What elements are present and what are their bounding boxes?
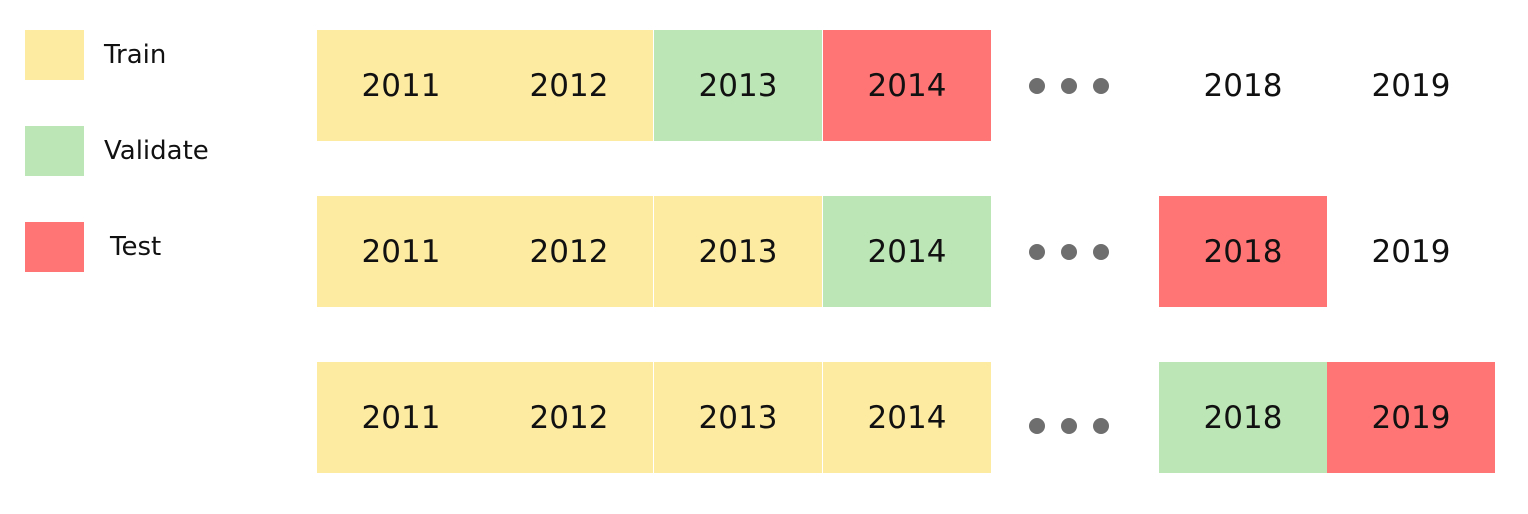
legend-swatch-validate [25,126,84,176]
ellipsis-dots [1029,370,1109,481]
dot [1093,77,1109,94]
dot [1061,417,1077,434]
year-cell: 2013 [654,30,822,141]
year-cell: 2012 [485,30,653,141]
year-cell: 2018 [1159,362,1327,473]
dot [1093,243,1109,260]
ellipsis-dots [1029,30,1109,141]
legend-swatch-test [25,222,84,272]
dot [1061,243,1077,260]
legend-label-validate: Validate [104,136,209,166]
year-cell: 2018 [1159,196,1327,307]
year-cell: 2014 [823,362,991,473]
legend-label-test: Test [110,232,162,262]
year-cell: 2012 [485,362,653,473]
split-row-3: 2011 2012 2013 2014 2018 2019 [317,362,1497,473]
year-cell: 2011 [317,196,485,307]
dot [1093,417,1109,434]
year-cell: 2012 [485,196,653,307]
dot [1029,417,1045,434]
legend-label-train: Train [104,40,167,70]
year-cell: 2014 [823,196,991,307]
year-cell: 2019 [1327,30,1495,141]
legend-swatch-train [25,30,84,80]
dot [1029,243,1045,260]
year-cell: 2014 [823,30,991,141]
dot [1061,77,1077,94]
year-cell: 2011 [317,362,485,473]
year-cell: 2013 [654,362,822,473]
split-row-1: 2011 2012 2013 2014 2018 2019 [317,30,1497,141]
year-cell: 2011 [317,30,485,141]
ellipsis-dots [1029,196,1109,307]
dot [1029,77,1045,94]
year-cell: 2018 [1159,30,1327,141]
year-cell: 2019 [1327,196,1495,307]
split-row-2: 2011 2012 2013 2014 2018 2019 [317,196,1497,307]
year-cell: 2019 [1327,362,1495,473]
year-cell: 2013 [654,196,822,307]
